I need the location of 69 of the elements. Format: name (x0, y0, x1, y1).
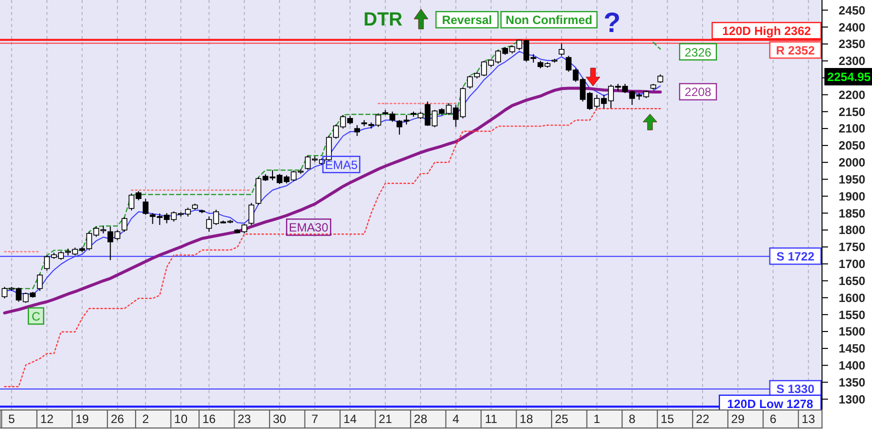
candlestick (142, 198, 148, 216)
x-tick-label: 15 (660, 412, 674, 426)
y-tick-label: 1500 (838, 324, 866, 339)
x-tick-label: 12 (40, 412, 54, 426)
series-label: EMA5 (324, 158, 358, 172)
ref-line-label: 120D Low 1278 (727, 396, 814, 411)
annotation: C (32, 309, 41, 324)
y-tick-label: 1400 (838, 358, 866, 373)
annotation: ? (603, 6, 621, 38)
x-tick-label: 18 (520, 412, 534, 426)
y-tick-label: 1650 (838, 274, 866, 288)
x-tick-label: 4 (452, 412, 460, 426)
x-tick-label: 11 (484, 412, 498, 426)
candlestick (354, 124, 360, 136)
y-tick-label: 2450 (838, 3, 866, 18)
x-tick-label: 14 (343, 412, 358, 426)
y-tick-label: 2100 (838, 122, 866, 136)
x-tick-label: 21 (378, 412, 392, 426)
x-tick-label: 30 (272, 412, 287, 426)
y-tick-label: 1900 (838, 189, 866, 204)
x-tick-label: 1 (594, 412, 600, 426)
x-tick-label: 28 (414, 412, 428, 426)
y-tick-label: 1600 (838, 290, 866, 305)
candlestick (558, 43, 564, 56)
y-tick-label: 2200 (838, 88, 866, 102)
y-tick-label: 2000 (838, 156, 866, 170)
x-tick-label: 25 (554, 412, 569, 426)
ref-line-label: R 2352 (776, 44, 816, 58)
candlestick (122, 216, 128, 232)
x-tick-label: 5 (8, 412, 16, 426)
y-tick-label: 1700 (838, 257, 866, 272)
y-tick-label: 2050 (838, 138, 866, 153)
y-tick-label: 1550 (838, 308, 866, 322)
x-tick-label: 29 (731, 412, 745, 426)
y-tick-label: 2150 (838, 104, 866, 119)
ref-line-label: S 1330 (776, 382, 815, 396)
series-label: EMA30 (288, 220, 329, 235)
x-tick-label: 16 (202, 412, 216, 426)
x-tick-label: 2 (142, 412, 150, 426)
candlestick (36, 274, 43, 292)
y-tick-label: 2350 (838, 37, 866, 52)
x-tick-label: 7 (311, 412, 318, 426)
annotation: 2326 (684, 45, 712, 60)
y-tick-label: 2300 (838, 54, 866, 68)
y-tick-label: 1800 (838, 223, 866, 238)
text: 2254.95 (827, 70, 872, 84)
ref-line-label: 120D High 2362 (722, 24, 812, 38)
y-tick-label: 1450 (838, 342, 866, 356)
y-tick-label: 1850 (838, 206, 866, 220)
x-tick-label: 13 (802, 412, 816, 426)
x-tick-label: 23 (238, 412, 252, 426)
annotation: Non Confirmed (506, 13, 592, 28)
text: DTR (363, 10, 403, 31)
ref-line-label: S 1722 (776, 250, 815, 264)
y-tick-label: 1350 (838, 375, 866, 390)
annotation: 2208 (684, 85, 712, 100)
annotation: Reversal (442, 13, 492, 28)
x-tick-label: 22 (696, 412, 710, 426)
y-tick-label: 1750 (838, 240, 866, 254)
line-series (4, 108, 661, 388)
y-tick-label: 2400 (838, 20, 866, 34)
y-tick-label: 1300 (838, 392, 866, 406)
x-tick-label: 19 (75, 412, 90, 426)
x-tick-label: 6 (770, 412, 777, 426)
y-tick-label: 1950 (838, 172, 866, 186)
x-tick-label: 26 (110, 412, 124, 426)
candlestick (248, 202, 254, 226)
x-tick-label: 8 (628, 412, 636, 426)
x-tick-label: 10 (174, 412, 188, 426)
